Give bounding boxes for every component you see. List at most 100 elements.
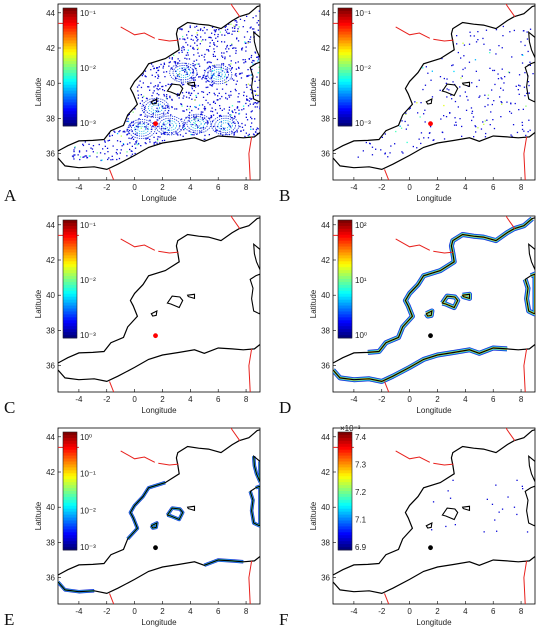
- particle-dot: [446, 88, 448, 90]
- particle-dot: [482, 121, 484, 123]
- particle-dot: [522, 488, 524, 490]
- particle-dot: [153, 136, 155, 138]
- particle-dot: [496, 530, 498, 532]
- x-tick-label: 0: [407, 607, 412, 616]
- particle-dot: [433, 139, 435, 141]
- particle-dot: [250, 26, 252, 28]
- particle-dot: [88, 143, 90, 145]
- colorbar-segment: [63, 523, 77, 527]
- particle-dot: [211, 26, 214, 28]
- particle-dot: [474, 59, 477, 61]
- particle-dot: [493, 69, 496, 72]
- island-outline: [461, 505, 471, 512]
- island-outline: [166, 83, 184, 97]
- particle-dot: [153, 90, 155, 92]
- particle-dot: [258, 79, 260, 81]
- particle-dot: [123, 130, 125, 132]
- particle-dot: [208, 134, 210, 136]
- colorbar-segment: [338, 255, 352, 259]
- particle-dot: [134, 147, 137, 149]
- colorbar-segment: [63, 19, 77, 24]
- colorbar-segment: [338, 523, 352, 527]
- colorbar-segment: [63, 535, 77, 539]
- particle-dot: [90, 147, 92, 149]
- country-border: [248, 560, 253, 604]
- particle-dot: [163, 127, 165, 130]
- eddy-ring: [151, 104, 160, 111]
- island-outline: [186, 81, 196, 88]
- particle-dot: [221, 109, 223, 111]
- colorbar-segment: [338, 25, 352, 30]
- particle-dot: [152, 125, 154, 128]
- particle-dot: [231, 78, 233, 80]
- colorbar-segment: [63, 114, 77, 118]
- particle-dot: [470, 107, 473, 109]
- particle-dot: [200, 131, 203, 133]
- particle-dot: [526, 531, 529, 533]
- particle-dot: [526, 31, 528, 33]
- particle-dot: [160, 63, 162, 66]
- particle-dot: [84, 155, 86, 157]
- particle-dot: [149, 138, 151, 141]
- y-tick-label: 42: [46, 468, 55, 477]
- colorbar-frame: [337, 219, 353, 339]
- particle-dot: [209, 42, 211, 44]
- particle-dot: [227, 32, 229, 35]
- particle-dot: [445, 82, 447, 84]
- colorbar-segment: [338, 267, 352, 271]
- particle-dot: [169, 95, 171, 97]
- particle-dot: [257, 94, 259, 97]
- particle-dot: [192, 39, 194, 41]
- x-tick-label: -2: [103, 183, 111, 192]
- particle-dot: [114, 131, 116, 133]
- particle-dot: [442, 131, 444, 134]
- particle-dot: [251, 28, 254, 30]
- particle-dot: [228, 48, 230, 50]
- panel-letter: B: [279, 186, 291, 205]
- particle-dot: [143, 95, 145, 97]
- x-axis-label: Longitude: [416, 406, 452, 415]
- particle-dot: [221, 63, 223, 65]
- map-panel-d: 10² 10¹ 10⁰ -4 -2 0 2 4 6 8 36 38 40 42 44 Longitude Lat…: [275, 212, 550, 424]
- particle-dot: [126, 155, 128, 157]
- particle-dot: [119, 152, 121, 154]
- colorbar-tick-label: 10⁰: [80, 433, 92, 442]
- colorbar-segment: [338, 72, 352, 77]
- colorbar-segment: [63, 264, 77, 268]
- particle-dot: [130, 122, 133, 124]
- particle-dot: [451, 64, 453, 67]
- particle-dot: [490, 111, 492, 113]
- particle-dot: [136, 144, 138, 146]
- particle-dot: [454, 524, 456, 526]
- particle-dot: [181, 51, 183, 53]
- particle-dot: [257, 56, 259, 58]
- particle-dot: [247, 75, 249, 77]
- particle-dot: [126, 151, 128, 153]
- particle-dot: [200, 111, 202, 113]
- particle-dot: [503, 82, 505, 84]
- particle-dot: [151, 74, 153, 76]
- particle-dot: [163, 132, 166, 134]
- particle-dot: [196, 40, 198, 42]
- x-tick-label: 0: [132, 607, 137, 616]
- particle-dot: [218, 115, 221, 117]
- particle-dot: [166, 104, 168, 107]
- particle-dot: [510, 112, 513, 114]
- particle-dot: [483, 123, 485, 125]
- panel-letter: C: [4, 398, 16, 417]
- colorbar-segment: [63, 279, 77, 283]
- particle-dot: [157, 89, 159, 91]
- colorbar-segment: [338, 220, 352, 224]
- particle-dot: [162, 65, 165, 67]
- particle-dot: [116, 132, 119, 135]
- particle-dot: [168, 57, 171, 59]
- particle-dot: [78, 150, 81, 152]
- particle-dot: [191, 34, 193, 37]
- particle-dot: [200, 40, 203, 42]
- eddy-ring: [207, 66, 230, 83]
- particle-dot: [214, 102, 216, 104]
- particle-dot: [237, 28, 239, 30]
- particle-dot: [501, 101, 503, 104]
- particle-dot: [200, 36, 202, 38]
- particle-dot: [256, 127, 258, 129]
